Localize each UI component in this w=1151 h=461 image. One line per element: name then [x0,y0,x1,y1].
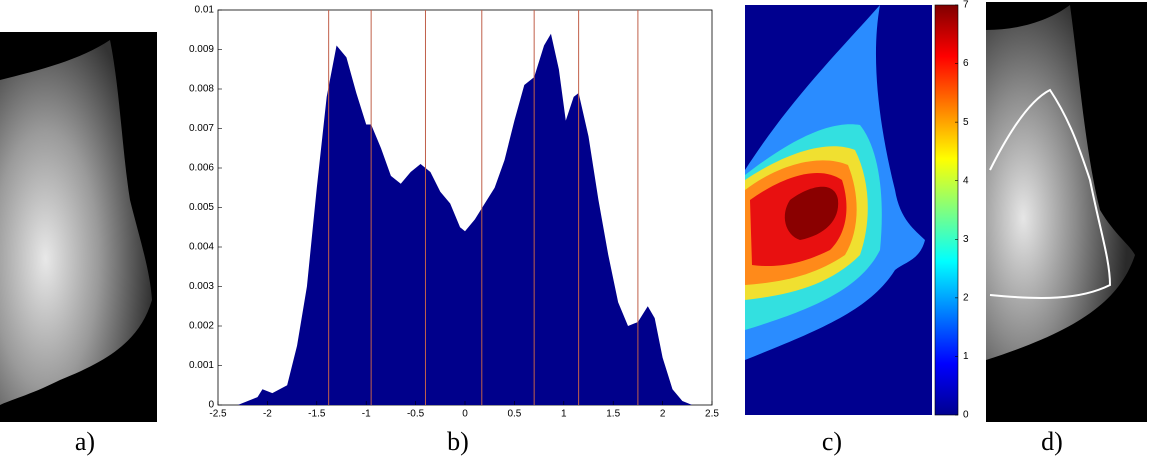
density-map-c [745,4,959,416]
colorbar-tick-label: 3 [963,234,969,245]
colorbar-tick-label: 6 [963,58,969,69]
y-tick-label: 0.001 [189,360,214,371]
panel-label: a) [75,427,95,456]
y-tick-label: 0.01 [195,5,215,16]
x-tick-label: -2.5 [209,409,227,420]
y-tick-label: 0.007 [189,123,214,134]
colorbar-tick-label: 2 [963,292,969,303]
panel-label: b) [447,427,469,456]
x-tick-label: 2.5 [705,409,719,420]
x-tick-label: -1 [362,409,371,420]
panel-label: c) [822,427,842,456]
y-tick-label: 0.004 [189,242,214,253]
y-tick-label: 0.006 [189,163,214,174]
panel-label: d) [1041,427,1063,456]
segmentation-contour [989,88,1112,299]
x-tick-label: -1.5 [308,409,326,420]
x-tick-label: -0.5 [407,409,425,420]
colorbar-tick-label: 7 [963,0,969,11]
breast-tissue [986,5,1135,360]
colorbar-tick-label: 1 [963,351,969,362]
y-tick-label: 0.002 [189,321,214,332]
colorbar-tick-label: 5 [963,117,969,128]
colorbar-tick-label: 4 [963,175,969,186]
y-tick-label: 0 [208,400,214,411]
density-level [784,186,839,240]
y-tick-label: 0.008 [189,84,214,95]
mammogram-a [0,32,157,422]
x-tick-label: 0 [462,409,468,420]
colorbar [934,4,959,416]
y-tick-label: 0.005 [189,202,214,213]
x-tick-label: 1 [561,409,567,420]
colorbar-tick-label: 0 [963,410,969,421]
mammogram-d [986,2,1147,422]
plot: -2.5 -2 -1.5 -1 -0.5 0 0.5 1 1.5 2 2.5 0 0.001 0.002 0… [189,5,719,420]
x-tick-label: 1.5 [606,409,620,420]
x-tick-label: -2 [263,409,272,420]
breast-tissue [0,40,152,405]
x-tick-label: 0.5 [507,409,521,420]
x-tick-label: 2 [660,409,666,420]
y-tick-label: 0.003 [189,281,214,292]
y-tick-label: 0.009 [189,44,214,55]
